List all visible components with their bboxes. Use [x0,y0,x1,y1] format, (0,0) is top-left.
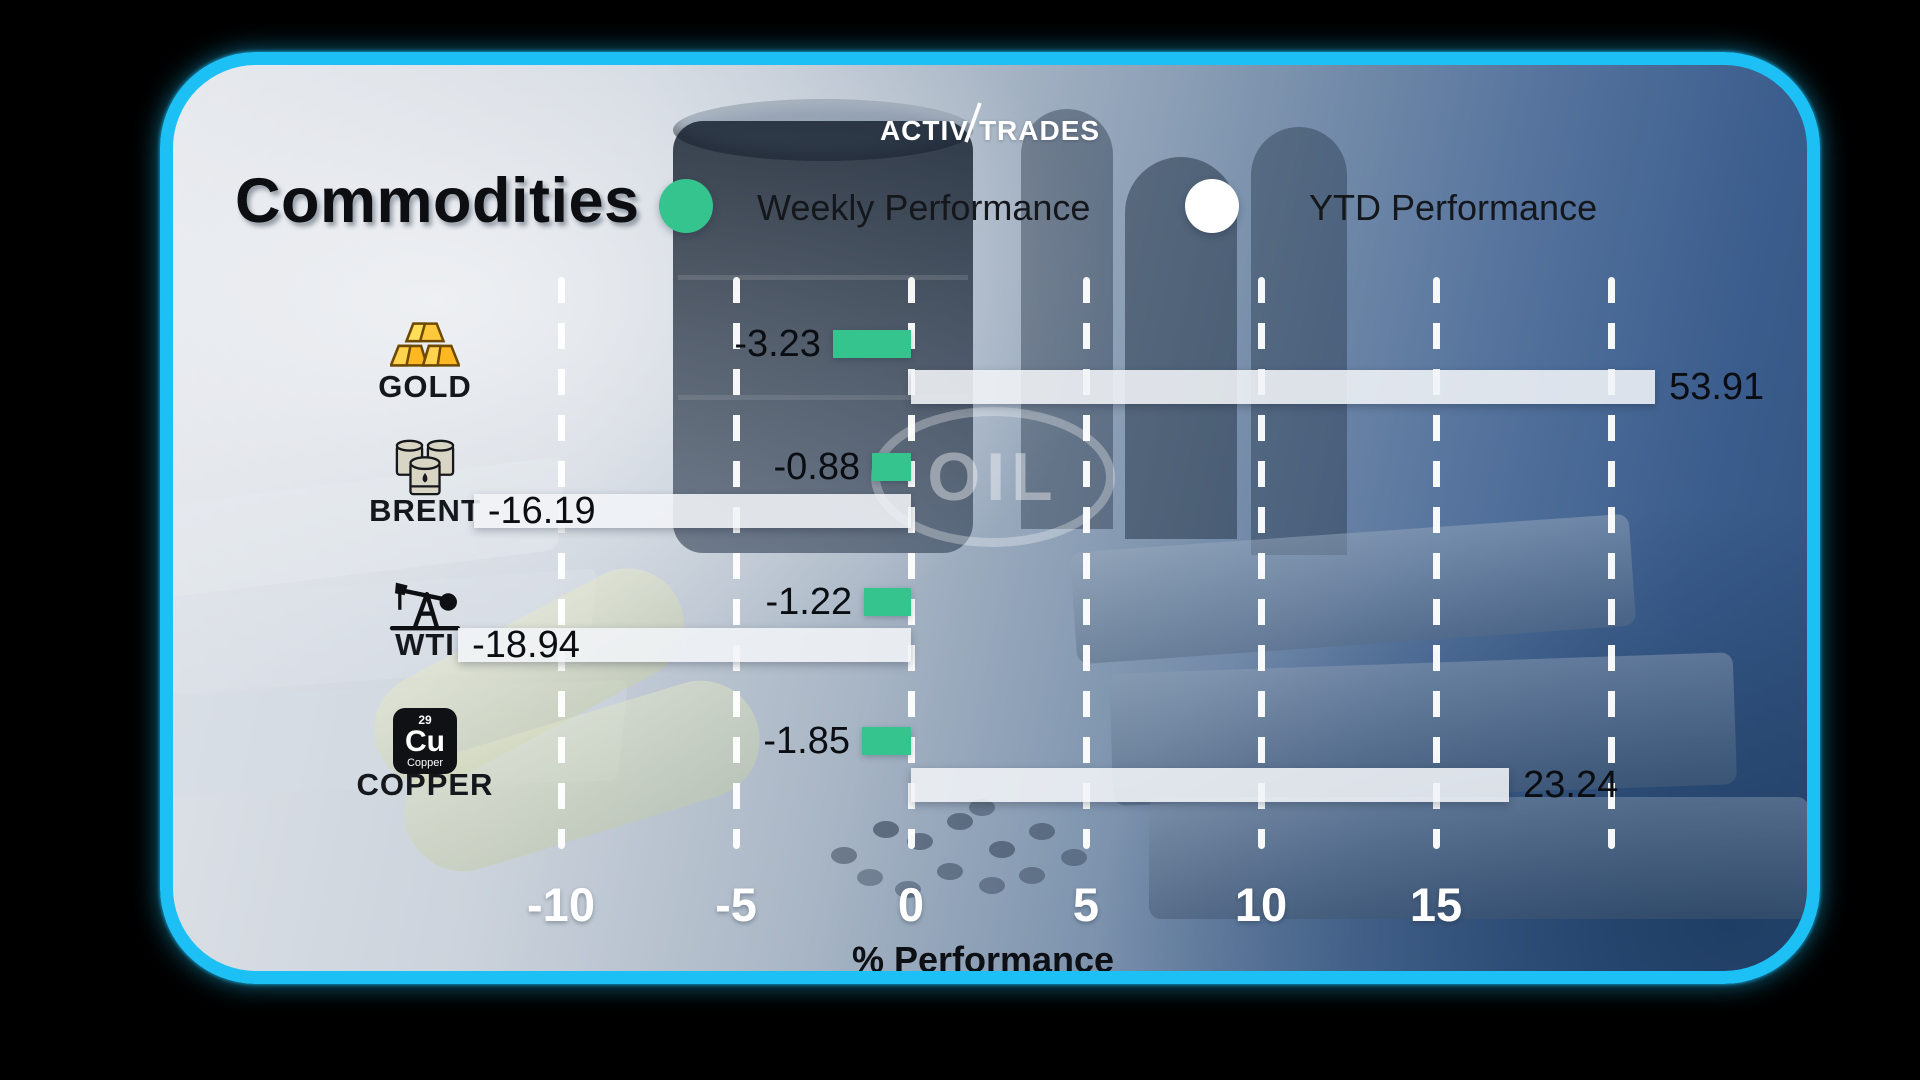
infographic-card: OIL Activ Trades Commodities Weekly Perf… [160,52,1820,984]
barrel-band-decor [678,395,968,400]
gridline-0 [907,277,915,849]
x-tick--10: -10 [527,878,595,931]
value-ytd-wti: -18.94 [472,624,580,666]
bar-weekly-copper [862,727,911,755]
x-axis-label: % Performance [851,939,1115,980]
gold-ingots-icon [385,306,465,382]
category-label-brent: BRENT [369,493,481,528]
logo-check-icon [964,102,982,143]
x-tick-10: 10 [1234,878,1288,931]
bar-ytd-gold [911,370,1656,404]
bar-weekly-gold [832,330,911,358]
copper-name: Copper [406,756,444,769]
bar-weekly-brent [872,453,911,481]
oil-badge-label: OIL [927,439,1059,515]
value-ytd-gold: 53.91 [1669,366,1765,408]
value-ytd-copper: 23.24 [1523,764,1619,806]
oil-barrels-icon [385,429,465,505]
category-label-wti: WTI [395,627,455,662]
value-weekly-brent: -0.88 [773,446,861,488]
value-weekly-gold: -3.23 [734,323,821,365]
copper-element-icon: 29 Cu Copper [385,703,465,779]
gridline--10 [557,277,565,849]
barrel-band-decor [678,275,968,280]
value-weekly-copper: -1.85 [763,720,850,762]
category-label-copper: COPPER [356,767,494,802]
x-tick-0: 0 [897,878,925,931]
x-tick-5: 5 [1072,878,1100,931]
value-ytd-brent: -16.19 [487,490,596,532]
activtrades-logo: Activ Trades [879,101,1101,149]
oil-pumpjack-icon [385,564,465,640]
copper-atomic-number: 29 [418,712,432,727]
metal-cylinder-decor [1251,127,1347,555]
copper-symbol: Cu [405,724,445,758]
gridline-20 [1607,277,1615,849]
beans-decor [873,821,899,838]
bar-ytd-copper [911,768,1510,802]
gridline-5 [1082,277,1090,849]
gridline-15 [1432,277,1440,849]
bar-chart-plot: % Performance -10 -5 0 5 10 15 GOLD -3.23 53.91… [173,65,1807,971]
category-label-gold: GOLD [378,369,472,404]
gridline-10 [1257,277,1265,849]
x-tick--5: -5 [715,878,757,931]
bar-ytd-wti [458,628,911,662]
bar-ytd-brent [473,494,911,528]
x-tick-15: 15 [1409,878,1463,931]
logo-word-activ: Activ [879,105,969,149]
value-weekly-wti: -1.22 [765,581,853,623]
logo-word-trades: Trades [978,105,1101,149]
bar-weekly-wti [864,588,911,616]
gridline--5 [732,277,740,849]
background-photo: OIL [173,65,1807,971]
